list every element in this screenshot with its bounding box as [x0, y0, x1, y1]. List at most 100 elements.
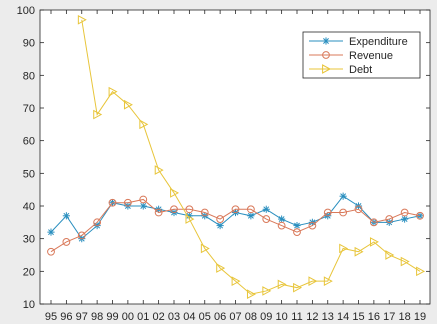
x-tick-label: 09	[260, 311, 272, 323]
data-point-debt	[93, 109, 103, 120]
data-point-revenue	[339, 208, 348, 217]
legend-label: Debt	[349, 64, 372, 76]
x-tick-label: 07	[229, 311, 241, 323]
data-point-revenue	[154, 208, 163, 217]
x-tick-label: 95	[45, 311, 57, 323]
y-axis: 10 20 30 40 50 60 70 80 90 100	[17, 5, 430, 311]
y-tick-label: 50	[23, 168, 35, 180]
series-debt	[77, 14, 426, 300]
data-point-expenditure	[139, 202, 147, 210]
data-point-debt	[77, 14, 87, 25]
data-point-revenue	[123, 198, 132, 207]
series-layer	[47, 14, 426, 300]
x-tick-label: 05	[199, 311, 211, 323]
legend-item-expenditure: Expenditure	[309, 36, 408, 48]
data-point-debt	[108, 86, 118, 97]
data-point-debt	[246, 289, 256, 300]
data-point-debt	[185, 214, 195, 224]
x-tick-label: 06	[214, 311, 226, 323]
x-tick-label: 11	[291, 311, 302, 323]
y-tick-label: 40	[23, 201, 35, 213]
x-tick-label: 13	[322, 311, 334, 323]
data-point-revenue	[369, 218, 378, 227]
data-point-debt	[139, 119, 149, 130]
y-tick-label: 30	[23, 234, 35, 246]
data-point-expenditure	[47, 228, 55, 236]
x-tick-label: 97	[76, 311, 88, 323]
data-point-debt	[308, 276, 318, 286]
x-tick-label: 96	[60, 311, 72, 323]
data-point-revenue	[216, 215, 225, 223]
x-tick-label: 01	[137, 311, 149, 323]
data-point-debt	[262, 286, 272, 296]
legend-marker	[322, 64, 332, 74]
y-tick-label: 90	[23, 38, 35, 50]
y-tick-label: 60	[23, 136, 35, 148]
data-point-revenue	[293, 228, 301, 237]
x-tick-label: 03	[168, 311, 180, 323]
data-point-revenue	[200, 208, 209, 217]
x-tick-label: 10	[276, 311, 288, 323]
data-point-debt	[170, 188, 180, 198]
data-point-debt	[277, 279, 287, 290]
data-point-debt	[354, 246, 364, 257]
data-point-revenue	[385, 215, 394, 223]
x-tick-label: 00	[122, 311, 134, 323]
legend-label: Expenditure	[349, 36, 408, 48]
data-point-debt	[154, 165, 164, 175]
data-point-revenue	[231, 205, 240, 214]
data-point-revenue	[77, 231, 86, 240]
data-point-revenue	[139, 195, 148, 204]
data-point-expenditure	[62, 212, 70, 220]
data-point-revenue	[323, 208, 332, 217]
x-tick-label: 18	[399, 311, 411, 323]
x-tick-label: 98	[91, 311, 103, 323]
data-point-expenditure	[262, 205, 270, 213]
data-point-debt	[323, 276, 333, 286]
data-point-revenue	[108, 198, 117, 207]
data-point-debt	[416, 266, 426, 277]
x-tick-label: 02	[153, 311, 165, 323]
legend-marker	[322, 37, 330, 45]
data-point-expenditure	[339, 192, 347, 200]
x-tick-label: 99	[106, 311, 118, 323]
x-tick-label: 04	[183, 311, 195, 323]
legend-label: Revenue	[349, 50, 393, 62]
data-point-debt	[216, 263, 226, 273]
x-tick-label: 16	[368, 311, 380, 323]
data-point-debt	[339, 243, 349, 254]
legend-item-revenue: Revenue	[309, 50, 393, 62]
y-tick-label: 100	[17, 5, 35, 17]
data-point-expenditure	[216, 222, 224, 230]
data-point-revenue	[246, 205, 255, 214]
data-point-revenue	[93, 218, 102, 227]
series-line-revenue	[50, 198, 421, 253]
data-point-expenditure	[278, 215, 286, 223]
x-tick-label: 19	[414, 311, 426, 323]
y-tick-label: 20	[23, 266, 35, 278]
data-point-revenue	[308, 221, 317, 230]
y-tick-label: 10	[23, 299, 35, 311]
data-point-revenue	[62, 238, 71, 246]
data-point-debt	[123, 99, 133, 110]
data-point-revenue	[416, 211, 424, 220]
series-line-debt	[81, 19, 421, 295]
legend-item-debt: Debt	[309, 64, 372, 76]
x-tick-label: 17	[383, 311, 395, 323]
y-tick-label: 80	[23, 70, 35, 82]
data-point-debt	[231, 276, 241, 286]
series-revenue	[47, 195, 424, 256]
x-tick-label: 15	[352, 311, 364, 323]
x-tick-label: 12	[306, 311, 318, 323]
data-point-revenue	[47, 247, 55, 256]
data-point-revenue	[170, 205, 178, 214]
data-point-revenue	[400, 208, 409, 217]
legend: Expenditure Revenue Debt	[302, 31, 421, 79]
data-point-expenditure	[293, 222, 301, 230]
data-point-expenditure	[247, 212, 255, 220]
legend-marker	[322, 51, 330, 59]
data-point-debt	[400, 256, 410, 267]
data-point-debt	[369, 237, 379, 247]
y-tick-label: 70	[23, 103, 35, 115]
data-point-debt	[385, 250, 395, 260]
